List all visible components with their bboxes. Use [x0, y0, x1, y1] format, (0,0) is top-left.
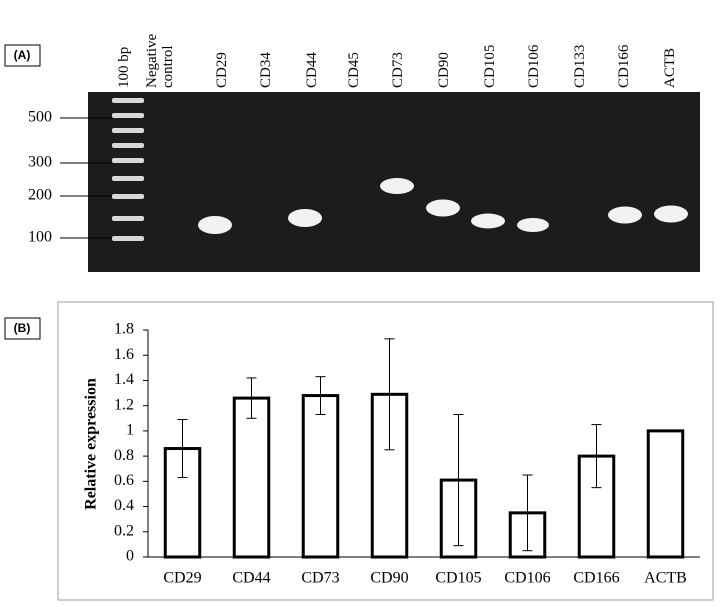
gel-band: [517, 218, 549, 232]
gel-band: [198, 216, 232, 234]
x-tick-label: CD106: [504, 570, 550, 587]
panel-a-label: (A): [14, 48, 31, 62]
x-tick-label: ACTB: [644, 570, 687, 587]
ladder-band: [112, 143, 144, 148]
lane-label: CD29: [214, 52, 230, 88]
x-tick-label: CD29: [163, 570, 201, 587]
ladder-band: [112, 176, 144, 181]
y-tick-label: 1.8: [114, 321, 134, 338]
gel-band: [288, 209, 322, 227]
ladder-band: [112, 216, 144, 221]
lane-label: ACTB: [662, 47, 678, 88]
y-tick-label: 1: [126, 422, 134, 439]
ladder-band: [112, 113, 144, 118]
gel-band: [426, 199, 460, 217]
lane-label: CD105: [482, 44, 498, 88]
ladder-band: [112, 158, 144, 163]
lane-label: CD90: [436, 52, 452, 88]
lane-label: CD44: [304, 52, 320, 88]
ladder-band: [112, 194, 144, 199]
ladder-band: [112, 236, 144, 241]
chart-frame: [57, 301, 714, 601]
ladder-band: [112, 128, 144, 133]
gel-band: [471, 213, 505, 229]
x-tick-label: CD44: [232, 570, 270, 587]
marker-label: 200: [28, 187, 52, 204]
marker-label: 100: [28, 229, 52, 246]
panel-a-box: [4, 44, 41, 67]
marker-label: 300: [28, 154, 52, 171]
x-tick-label: CD105: [435, 570, 481, 587]
x-tick-label: CD90: [370, 570, 408, 587]
x-tick-label: CD166: [573, 570, 619, 587]
gel-band: [654, 205, 688, 223]
y-tick-label: 1.6: [114, 346, 134, 363]
y-tick-label: 0: [126, 548, 134, 565]
y-axis-label: Relative expression: [83, 378, 100, 510]
y-tick-label: 0.8: [114, 447, 134, 464]
gel-band: [608, 206, 642, 224]
panel-b-label: (B): [14, 321, 31, 335]
bar: [301, 394, 340, 559]
ladder-band: [112, 98, 144, 103]
y-tick-label: 1.2: [114, 396, 134, 413]
gel-band: [380, 178, 414, 194]
lane-label: CD73: [390, 52, 406, 88]
y-tick-label: 0.4: [114, 497, 134, 514]
lane-label: 100 bp: [116, 46, 132, 88]
lane-label: CD106: [526, 44, 542, 88]
lane-label: Negative control: [144, 33, 176, 88]
lane-label: CD166: [616, 44, 632, 88]
x-tick-label: CD73: [301, 570, 339, 587]
panel-b-box: [4, 317, 41, 340]
lane-label: CD45: [346, 52, 362, 88]
marker-label: 500: [28, 109, 52, 126]
bar: [646, 429, 685, 559]
bar: [232, 396, 271, 559]
y-tick-label: 0.6: [114, 472, 134, 489]
lane-label: CD34: [258, 52, 274, 88]
y-tick-label: 1.4: [114, 371, 134, 388]
lane-label: CD133: [572, 44, 588, 88]
y-tick-label: 0.2: [114, 522, 134, 539]
